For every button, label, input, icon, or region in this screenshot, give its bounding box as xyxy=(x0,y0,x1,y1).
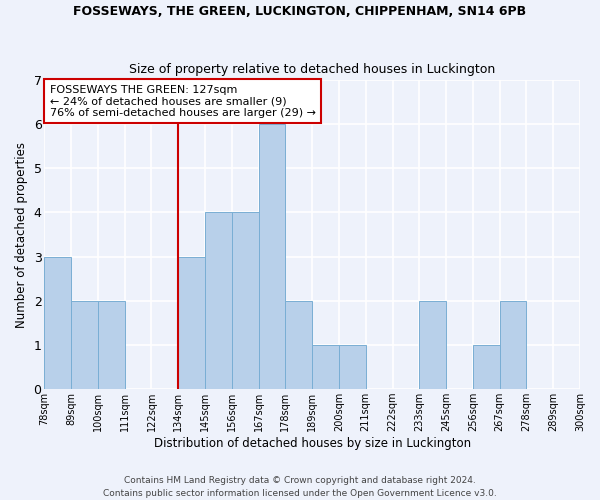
Bar xyxy=(473,345,500,389)
X-axis label: Distribution of detached houses by size in Luckington: Distribution of detached houses by size … xyxy=(154,437,471,450)
Text: FOSSEWAYS, THE GREEN, LUCKINGTON, CHIPPENHAM, SN14 6PB: FOSSEWAYS, THE GREEN, LUCKINGTON, CHIPPE… xyxy=(73,5,527,18)
Bar xyxy=(98,301,125,389)
Bar xyxy=(205,212,232,389)
Text: Contains HM Land Registry data © Crown copyright and database right 2024.
Contai: Contains HM Land Registry data © Crown c… xyxy=(103,476,497,498)
Bar xyxy=(44,256,71,389)
Bar xyxy=(71,301,98,389)
Bar xyxy=(286,301,312,389)
Bar xyxy=(500,301,526,389)
Bar xyxy=(312,345,339,389)
Y-axis label: Number of detached properties: Number of detached properties xyxy=(15,142,28,328)
Bar xyxy=(339,345,366,389)
Text: FOSSEWAYS THE GREEN: 127sqm
← 24% of detached houses are smaller (9)
76% of semi: FOSSEWAYS THE GREEN: 127sqm ← 24% of det… xyxy=(50,84,316,118)
Bar xyxy=(259,124,286,389)
Bar xyxy=(178,256,205,389)
Title: Size of property relative to detached houses in Luckington: Size of property relative to detached ho… xyxy=(129,63,495,76)
Bar xyxy=(419,301,446,389)
Bar xyxy=(232,212,259,389)
